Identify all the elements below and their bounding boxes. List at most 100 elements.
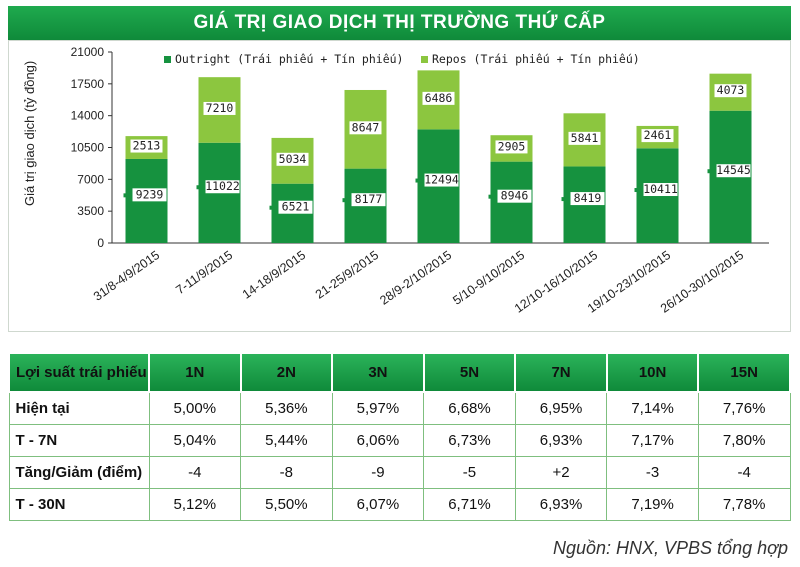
data-label-bg [424,173,459,187]
table-cell: 7,19% [606,487,699,521]
y-tick-label: 10500 [71,141,105,155]
data-label-repos: 8647 [352,120,380,134]
yield-table-header: Lợi suất trái phiếu 1N 2N 3N 5N 7N 10N 15N [8,352,791,393]
data-label-bg [203,101,236,115]
source-note: Nguồn: HNX, VPBS tổng hợp [552,538,788,558]
chart-area: 0 3500 7000 10500 14000 17500 21000 Outright (T… [8,40,791,332]
x-tick-label: 28/9-2/10/2015 [377,248,454,308]
data-marker [707,169,712,174]
data-label-outright: 8946 [501,189,529,203]
table-header-term: 7N [514,352,608,393]
table-header-term: 10N [605,352,700,393]
data-label-bg [716,164,751,178]
data-label-bg [714,84,747,98]
x-tick-label: 31/8-4/9/2015 [91,248,162,304]
x-tick-label: 21-25/9/2015 [313,248,381,302]
y-tick-label: 21000 [71,45,105,59]
data-marker [561,197,566,202]
data-label-repos: 2905 [498,139,526,153]
y-tick-label: 17500 [71,77,105,91]
legend-label-outright: Outright (Trái phiếu + Tín phiếu) [175,52,403,66]
x-tick-label: 7-11/9/2015 [173,248,235,297]
table-header-term: 15N [697,352,791,393]
table-cell: 6,07% [331,487,425,521]
table-cell: -4 [148,455,242,489]
data-label-bg [643,183,678,197]
table-header-term: 5N [422,352,517,393]
table-row: Tăng/Giảm (điểm) -4 -8 -9 -5 +2 -3 -4 [8,455,791,489]
table-cell: 6,95% [514,391,608,425]
chart-title: GIÁ TRỊ GIAO DỊCH THỊ TRƯỜNG THỨ CẤP [8,6,791,40]
data-marker [269,205,274,210]
stacked-bar-chart: 0 3500 7000 10500 14000 17500 21000 Outright (T… [71,45,769,316]
data-label-repos: 7210 [206,101,234,115]
table-header-term: 3N [331,352,425,393]
table-cell: 5,36% [240,391,333,425]
row-label: T - 7N [8,423,150,457]
table-cell: 7,14% [606,391,699,425]
data-marker [634,188,639,193]
table-cell: -8 [240,455,333,489]
table-cell: 7,76% [697,391,791,425]
y-tick-label: 0 [97,236,104,250]
data-label-bg [570,192,605,206]
table-cell: 6,73% [423,423,516,457]
table-cell: 6,93% [514,487,608,521]
data-label-outright: 11022 [205,179,240,193]
data-label-bg [278,200,313,214]
table-cell: -3 [606,455,699,489]
row-label: Tăng/Giảm (điểm) [8,455,150,489]
table-cell: 7,80% [697,423,791,457]
data-label-repos: 2461 [644,128,672,142]
data-marker [488,194,493,199]
data-label-bg [641,129,674,143]
data-marker [342,198,347,203]
data-marker [415,178,420,183]
data-label-bg [495,140,528,154]
data-label-outright: 12494 [424,173,459,187]
legend-label-repos: Repos (Trái phiếu + Tín phiếu) [432,52,640,66]
table-cell: 5,04% [148,423,242,457]
data-label-bg [130,139,163,153]
data-label-repos: 5841 [571,131,599,145]
data-label-bg [205,180,240,194]
table-cell: 6,93% [514,423,608,457]
data-label-bg [351,193,386,207]
row-label: Hiện tại [8,391,150,425]
table-cell: 6,71% [423,487,516,521]
data-label-outright: 9239 [136,187,164,201]
table-cell: -9 [331,455,425,489]
data-label-repos: 4073 [717,83,745,97]
table-cell: +2 [514,455,608,489]
data-label-bg [132,188,167,202]
data-marker [123,193,128,198]
data-label-outright: 10411 [643,182,678,196]
table-header-label: Lợi suất trái phiếu [8,352,150,393]
legend-swatch-outright [164,56,171,63]
data-label-outright: 8419 [574,191,602,205]
table-cell: 6,06% [331,423,425,457]
table-row: Hiện tại 5,00% 5,36% 5,97% 6,68% 6,95% 7,14% 7,… [8,391,791,425]
table-row: T - 7N 5,04% 5,44% 6,06% 6,73% 6,93% 7,17% 7,80… [8,423,791,457]
data-label-bg [276,152,309,166]
table-row: T - 30N 5,12% 5,50% 6,07% 6,71% 6,93% 7,19% 7,7… [8,487,791,521]
table-cell: 7,78% [697,487,791,521]
yield-table: Lợi suất trái phiếu 1N 2N 3N 5N 7N 10N 15N Hiện… [8,352,791,521]
data-label-bg [349,121,382,135]
table-header-term: 1N [148,352,242,393]
table-cell: -4 [697,455,791,489]
data-label-outright: 8177 [355,192,383,206]
table-cell: 5,44% [240,423,333,457]
x-tick-label: 5/10-9/10/2015 [450,248,527,308]
table-cell: 5,12% [148,487,242,521]
yield-table-body: Hiện tại 5,00% 5,36% 5,97% 6,68% 6,95% 7,14% 7,… [8,391,791,521]
legend-swatch-repos [421,56,428,63]
data-label-outright: 6521 [282,200,310,214]
table-header-term: 2N [239,352,334,393]
data-label-repos: 5034 [279,152,307,166]
y-axis-label: Giá trị giao dịch (tỷ đồng) [22,60,37,206]
y-tick-label: 3500 [77,204,104,218]
data-marker [196,185,201,190]
table-cell: -5 [423,455,516,489]
x-tick-label: 14-18/9/2015 [240,248,308,302]
